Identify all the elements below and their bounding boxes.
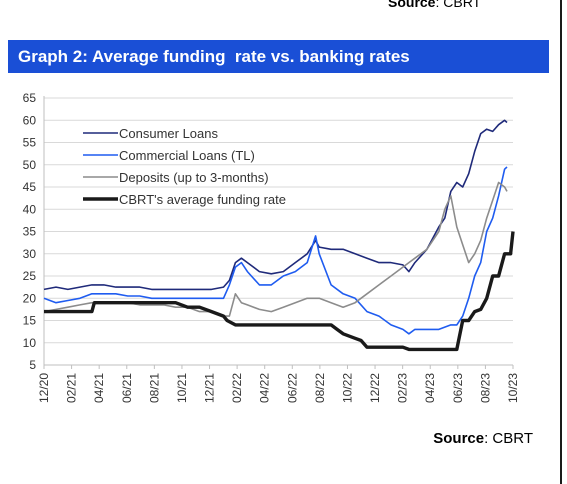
series-line-2 (43, 166, 508, 335)
series-line-3 (43, 181, 508, 317)
x-tick-label: 08/23 (478, 373, 492, 403)
x-tick-label: 02/23 (396, 373, 410, 403)
chart-title-bar: Graph 2: Average funding rate vs. bankin… (8, 40, 549, 73)
y-tick-label: 10 (23, 336, 37, 350)
x-tick-label: 04/22 (258, 373, 272, 403)
y-tick-label: 50 (23, 158, 37, 172)
series-line-4 (44, 231, 515, 352)
x-tick-label: 02/22 (230, 373, 244, 403)
y-tick-label: 45 (23, 180, 37, 194)
x-tick-label: 04/21 (92, 373, 106, 403)
y-tick-label: 40 (23, 202, 37, 216)
line-chart: 5 10 15 20 25 30 35 40 45 50 55 60 65 12/20 02/21 04/21… (23, 91, 520, 403)
top-source-value: : CBRT (435, 0, 482, 10)
y-tick-label: 55 (23, 136, 37, 150)
x-tick-label: 04/23 (423, 373, 437, 403)
y-tick-label: 65 (23, 91, 37, 105)
y-tick-label: 15 (23, 314, 37, 328)
x-tick-label: 06/22 (285, 373, 299, 403)
right-divider (560, 0, 562, 484)
legend-label-2: Commercial Loans (TL) (119, 148, 255, 163)
x-tick-label: 12/21 (203, 373, 217, 403)
x-tick-label: 10/22 (340, 373, 354, 403)
source-note: Source: CBRT (433, 430, 533, 447)
y-tick-label: 20 (23, 291, 37, 305)
x-tick-label: 10/21 (175, 373, 189, 403)
x-tick-label: 06/21 (120, 373, 134, 403)
top-source-note: Source: CBRT (388, 0, 481, 10)
y-tick-label: 30 (23, 247, 37, 261)
x-tick-label: 02/21 (65, 373, 79, 403)
x-tick-label: 06/23 (451, 373, 465, 403)
chart-area: 5 10 15 20 25 30 35 40 45 50 55 60 65 12/20 02/21 04/21… (0, 80, 540, 435)
x-tick-label: 12/22 (368, 373, 382, 403)
x-tick-label: 08/22 (313, 373, 327, 403)
legend-label-4: CBRT's average funding rate (119, 192, 286, 207)
legend-label-3: Deposits (up to 3-months) (119, 170, 269, 185)
legend-label-1: Consumer Loans (119, 126, 218, 141)
source-value: : CBRT (484, 430, 533, 447)
y-tick-label: 35 (23, 225, 37, 239)
y-tick-label: 5 (29, 358, 36, 372)
x-tick-label: 08/21 (147, 373, 161, 403)
x-tick-label: 12/20 (37, 373, 51, 403)
y-tick-label: 60 (23, 113, 37, 127)
top-source-label: Source (388, 0, 436, 10)
x-tick-label: 10/23 (506, 373, 520, 403)
y-tick-label: 25 (23, 269, 37, 283)
chart-title: Graph 2: Average funding rate vs. bankin… (18, 47, 410, 66)
source-label: Source (433, 430, 485, 447)
